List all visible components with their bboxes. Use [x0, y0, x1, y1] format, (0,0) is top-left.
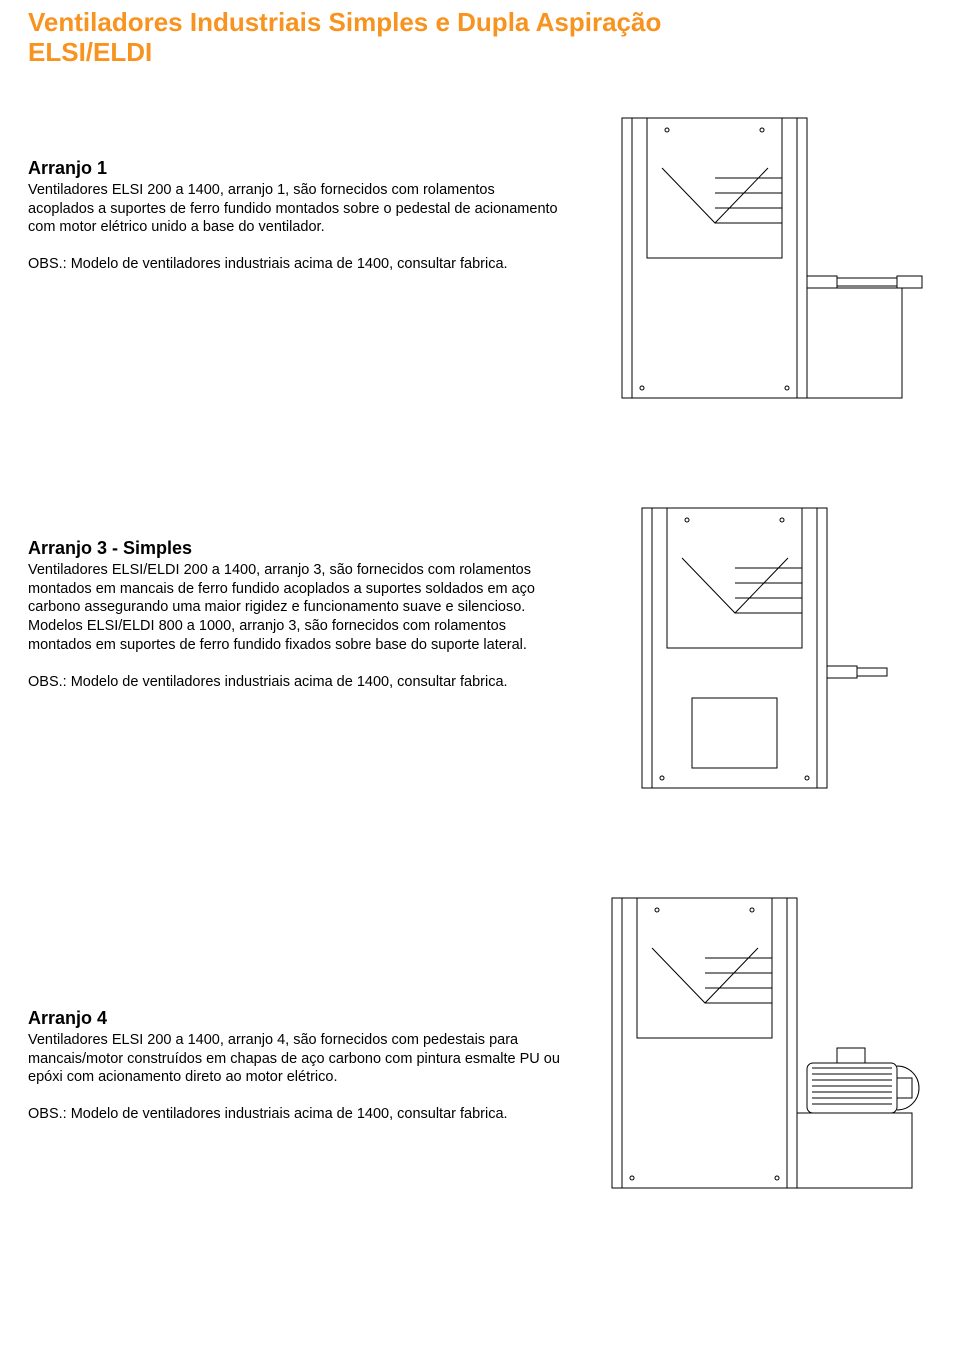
section-1-text: Arranjo 1 Ventiladores ELSI 200 a 1400, …	[28, 108, 562, 274]
title-line-2: ELSI/ELDI	[28, 37, 152, 67]
section-3-diagram	[592, 888, 932, 1198]
section-2-body: Ventiladores ELSI/ELDI 200 a 1400, arran…	[28, 561, 562, 655]
section-1-heading: Arranjo 1	[28, 158, 562, 179]
section-2-note: OBS.: Modelo de ventiladores industriais…	[28, 673, 562, 692]
section-1-note: OBS.: Modelo de ventiladores industriais…	[28, 255, 562, 274]
section-arranjo-4: Arranjo 4 Ventiladores ELSI 200 a 1400, …	[28, 888, 932, 1198]
fan-diagram-1	[592, 108, 932, 408]
section-2-heading: Arranjo 3 - Simples	[28, 538, 562, 559]
section-2-text: Arranjo 3 - Simples Ventiladores ELSI/EL…	[28, 498, 562, 692]
section-3-note: OBS.: Modelo de ventiladores industriais…	[28, 1105, 562, 1124]
section-3-text: Arranjo 4 Ventiladores ELSI 200 a 1400, …	[28, 888, 562, 1124]
page-title: Ventiladores Industriais Simples e Dupla…	[28, 8, 932, 68]
section-3-heading: Arranjo 4	[28, 1008, 562, 1029]
section-1-body: Ventiladores ELSI 200 a 1400, arranjo 1,…	[28, 181, 562, 238]
title-line-1: Ventiladores Industriais Simples e Dupla…	[28, 7, 661, 37]
section-arranjo-1: Arranjo 1 Ventiladores ELSI 200 a 1400, …	[28, 108, 932, 408]
section-arranjo-3: Arranjo 3 - Simples Ventiladores ELSI/EL…	[28, 498, 932, 798]
section-2-diagram	[592, 498, 932, 798]
fan-diagram-3	[592, 888, 932, 1198]
section-3-body: Ventiladores ELSI 200 a 1400, arranjo 4,…	[28, 1031, 562, 1088]
fan-diagram-2	[592, 498, 932, 798]
section-1-diagram	[592, 108, 932, 408]
